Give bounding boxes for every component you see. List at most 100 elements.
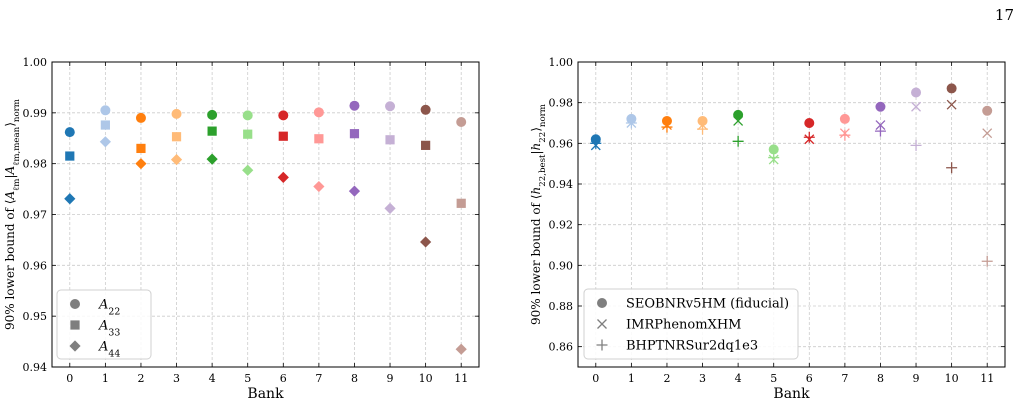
data-point-square: [65, 151, 75, 161]
x-axis-label: Bank: [773, 386, 810, 402]
x-tick-label: 1: [102, 372, 109, 385]
data-point-x: [875, 120, 886, 130]
x-tick-label: 4: [209, 372, 216, 385]
legend-label: SEOBNRv5HM (fiducial): [626, 297, 789, 312]
x-tick-label: 3: [699, 372, 706, 385]
data-point-plus: [661, 121, 673, 133]
series-2: [590, 117, 993, 267]
y-tick-label: 0.97: [23, 209, 48, 222]
y-tick-label: 0.96: [549, 137, 574, 150]
data-point-circle: [839, 113, 850, 124]
legend-box: [583, 288, 799, 360]
data-point-square: [136, 143, 146, 154]
y-tick-label: 0.98: [23, 158, 48, 171]
x-axis-label: Bank: [247, 386, 284, 402]
x-tick-label: 2: [137, 372, 144, 385]
data-point-plus: [732, 135, 744, 147]
data-point-circle: [697, 115, 708, 126]
data-point-circle: [171, 108, 182, 119]
legend-marker-circle: [597, 298, 607, 308]
data-point-diamond: [348, 185, 361, 197]
y-tick-label: 0.88: [549, 300, 574, 313]
chart-panel-waveform-overlap: 0 1 2 3 4 5 6 7 8 9 10 11 0.86 0.88 0.90 0.92 0.94 0.96 0.…: [529, 56, 1006, 402]
x-tick-label: 11: [454, 372, 468, 385]
data-point-square: [421, 140, 431, 150]
legend-box: [56, 289, 152, 360]
x-tick-label: 8: [351, 372, 358, 385]
y-tick-label: 0.90: [549, 259, 574, 272]
data-point-circle: [456, 116, 467, 127]
legend-label: A33: [98, 319, 120, 339]
data-point-plus: [981, 255, 993, 267]
data-point-circle: [768, 144, 779, 155]
legend-label: BHPTNRSur2dq1e3: [626, 339, 758, 354]
chart-panel-amplitude-overlap: 0 1 2 3 4 5 6 7 8 9 10 11 0.94 0.95 0.96 0.97 0.98 0.99 1.…: [3, 56, 480, 402]
data-point-plus: [590, 137, 602, 149]
data-point-square: [385, 135, 395, 145]
data-point-x: [911, 101, 922, 112]
data-point-x: [733, 116, 744, 126]
y-tick-label: 0.92: [549, 219, 574, 232]
x-tick-label: 1: [628, 372, 635, 385]
x-tick-label: 0: [592, 372, 599, 385]
data-point-plus: [625, 117, 637, 129]
data-point-circle: [64, 127, 75, 138]
data-point-circle: [982, 105, 993, 116]
data-point-circle: [135, 112, 146, 123]
data-point-diamond: [170, 154, 183, 166]
y-axis-label: 90% lower bound of ⟨h22,best|h22⟩norm: [529, 104, 548, 325]
x-tick-label: 6: [280, 372, 287, 385]
data-point-diamond: [206, 153, 218, 165]
data-point-circle: [278, 110, 289, 121]
data-point-plus: [768, 152, 780, 164]
data-point-square: [243, 129, 253, 139]
x-tick-label: 6: [806, 372, 813, 385]
data-point-square: [456, 198, 466, 208]
data-point-diamond: [420, 236, 432, 248]
x-tick-label: 10: [945, 372, 959, 385]
data-point-diamond: [455, 343, 467, 355]
legend-marker-circle: [70, 299, 80, 309]
data-point-circle: [875, 101, 886, 112]
y-tick-label: 0.86: [549, 341, 574, 354]
data-point-circle: [385, 101, 396, 112]
data-point-diamond: [313, 180, 325, 193]
legend: SEOBNRv5HM (fiducial) IMRPhenomXHM BHPTNRS…: [583, 288, 799, 360]
data-point-square: [100, 120, 110, 130]
x-tick-label: 7: [315, 372, 322, 385]
y-tick-label: 0.94: [549, 178, 574, 191]
series-1: [590, 99, 993, 165]
data-point-plus: [874, 125, 886, 137]
y-tick-label: 0.98: [549, 97, 574, 110]
data-point-x: [946, 99, 957, 110]
data-point-x: [982, 128, 993, 139]
data-point-plus: [803, 131, 815, 143]
y-tick-label: 0.95: [23, 310, 48, 323]
x-tick-label: 8: [877, 372, 884, 385]
legend-marker-diamond: [69, 340, 81, 352]
legend-marker-x: [597, 319, 607, 329]
data-point-diamond: [135, 158, 147, 170]
data-point-circle: [207, 109, 218, 120]
x-tick-label: 5: [770, 372, 777, 385]
x-tick-label: 9: [913, 372, 920, 385]
data-point-diamond: [242, 164, 254, 176]
data-point-circle: [313, 107, 324, 118]
data-point-circle: [911, 87, 922, 98]
data-point-diamond: [64, 193, 76, 205]
series-1: [65, 120, 466, 208]
data-point-square: [314, 134, 324, 144]
data-point-circle: [661, 115, 672, 126]
data-point-square: [171, 132, 182, 142]
data-point-diamond: [277, 171, 289, 183]
page-number: 17: [994, 6, 1014, 24]
data-point-square: [278, 131, 288, 141]
data-point-circle: [100, 105, 111, 116]
x-tick-label: 11: [980, 372, 994, 385]
series-0: [590, 83, 993, 155]
x-tick-label: 0: [66, 372, 73, 385]
data-point-circle: [242, 110, 253, 121]
plot-frame: [51, 61, 480, 368]
x-tick-label: 7: [841, 372, 848, 385]
